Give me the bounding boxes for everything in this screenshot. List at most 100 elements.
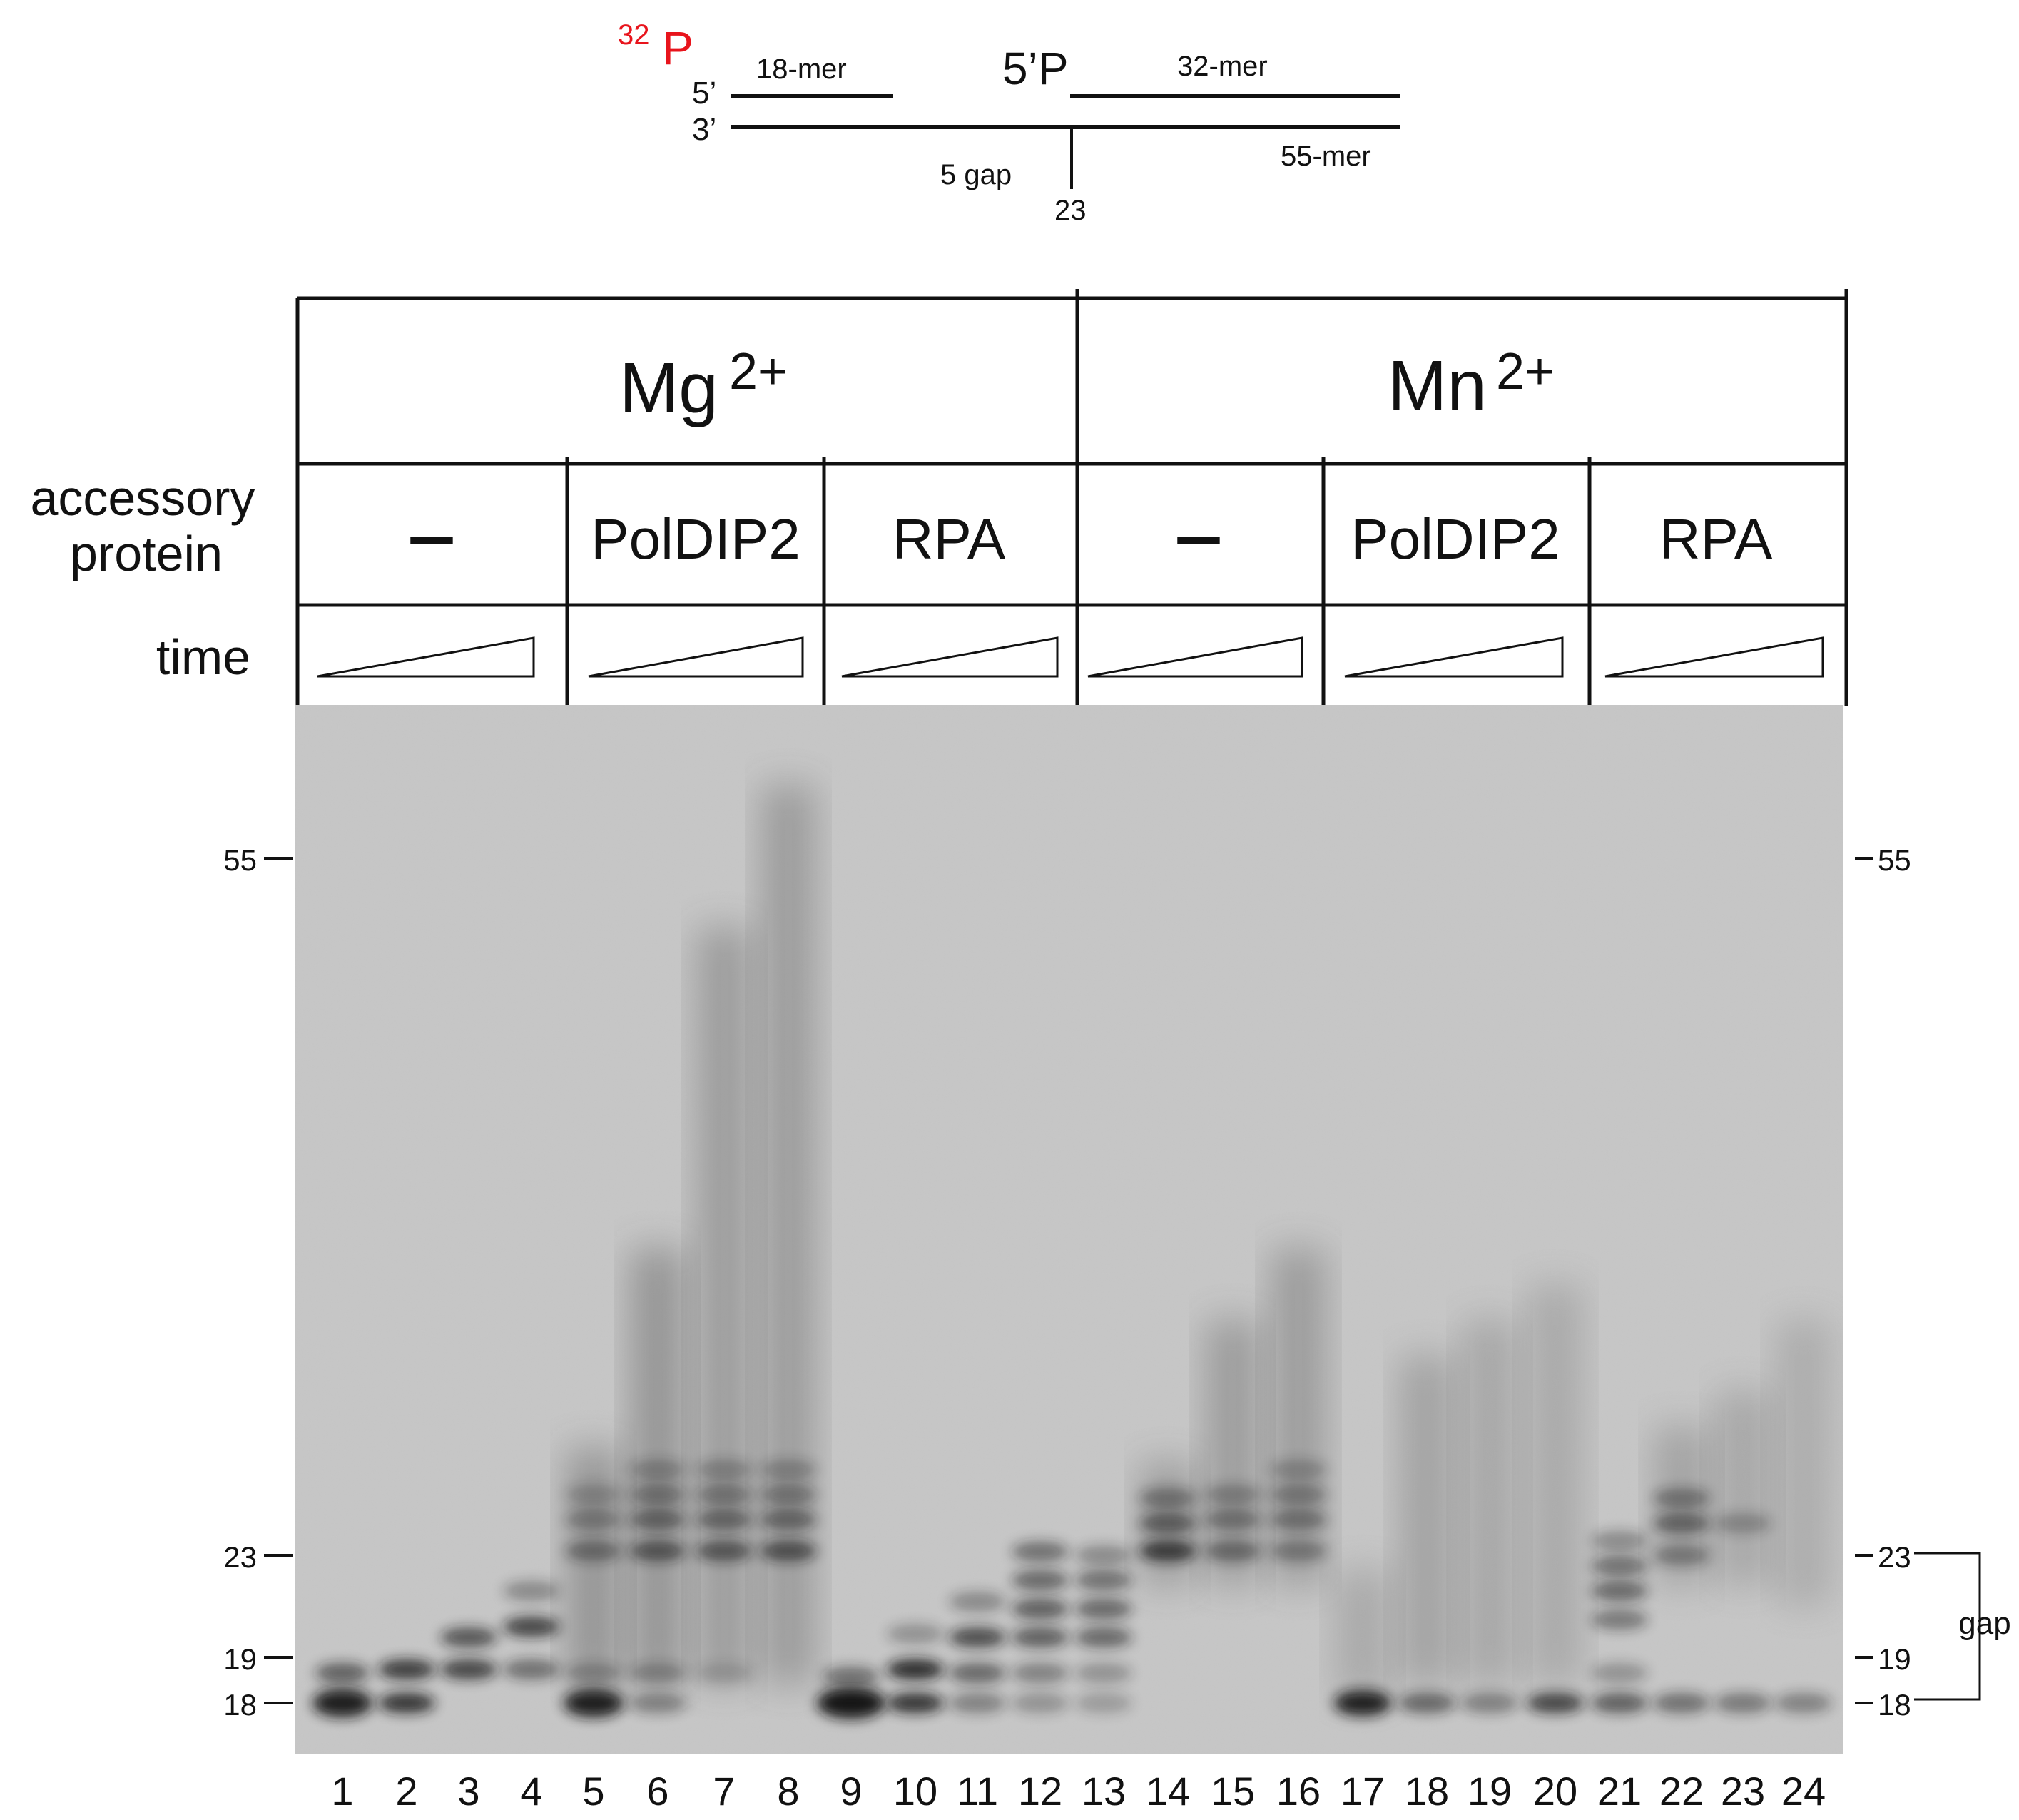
group-label-3: RPA <box>892 507 1006 571</box>
gel-band-lane-7 <box>696 1485 753 1505</box>
gel-band-lane-8 <box>760 1485 817 1505</box>
lane-number-15: 15 <box>1211 1769 1255 1814</box>
gel-band-lane-4 <box>503 1659 560 1679</box>
gel-band-lane-24 <box>1775 1693 1832 1713</box>
time-wedge-6 <box>1604 636 1824 678</box>
lane-number-16: 16 <box>1276 1769 1321 1814</box>
gel-band-lane-23 <box>1714 1693 1771 1713</box>
gel-band-lane-6 <box>629 1485 686 1505</box>
gel-band-lane-3 <box>440 1659 497 1679</box>
marker-right-19: 19 <box>1878 1642 1911 1676</box>
gel-band-lane-13 <box>1075 1663 1132 1683</box>
primer-label: 18-mer <box>756 54 847 85</box>
size-markers-right: 55 23 19 18 <box>1855 843 1911 1722</box>
time-wedge-3 <box>841 636 1059 678</box>
lane-number-9: 9 <box>840 1769 862 1814</box>
marker-left-55: 55 <box>223 843 257 877</box>
group-label-6: RPA <box>1659 507 1773 571</box>
marker-left-23: 23 <box>223 1540 257 1574</box>
gel-smear-lane-5 <box>566 1448 621 1684</box>
gel-band-lane-9 <box>823 1667 880 1687</box>
gel-smear-lane-8 <box>761 785 815 1684</box>
gel-smear-lane-19 <box>1463 1320 1517 1684</box>
gel-smear-lane-22 <box>1654 1427 1709 1584</box>
lane-number-21: 21 <box>1597 1769 1642 1814</box>
gel-band-lane-10 <box>887 1659 944 1679</box>
gel-band-lane-21 <box>1591 1531 1648 1551</box>
gel-band-lane-19 <box>1461 1693 1518 1713</box>
gel-band-lane-5 <box>564 1689 624 1717</box>
gel-image <box>295 705 1843 1754</box>
gel-smear-lane-24 <box>1776 1320 1831 1605</box>
gel-band-lane-13 <box>1075 1693 1132 1713</box>
lane-number-12: 12 <box>1018 1769 1062 1814</box>
time-wedge-5 <box>1344 636 1564 678</box>
gel-band-lane-11 <box>949 1592 1006 1612</box>
lane-number-8: 8 <box>777 1769 799 1814</box>
radiolabel-element: P <box>662 21 693 74</box>
gel-band-lane-21 <box>1591 1693 1648 1713</box>
group-label-4: – <box>1175 497 1223 574</box>
gel-band-lane-2 <box>378 1693 435 1713</box>
gel-band-lane-7 <box>696 1460 753 1480</box>
gel-band-lane-21 <box>1591 1663 1648 1683</box>
gel-band-lane-20 <box>1527 1693 1584 1713</box>
gel-band-lane-5 <box>565 1510 622 1530</box>
group-label-2: PolDIP2 <box>591 507 800 571</box>
gel-band-lane-8 <box>760 1460 817 1480</box>
accessory-group-labels: – PolDIP2 RPA – PolDIP2 RPA <box>408 497 1773 574</box>
lane-number-11: 11 <box>957 1769 998 1814</box>
gel-band-lane-10 <box>887 1624 944 1644</box>
lane-number-17: 17 <box>1341 1769 1385 1814</box>
position-label: 23 <box>1054 195 1087 226</box>
time-wedge-1 <box>317 636 535 678</box>
gel-smear-lane-7 <box>697 927 751 1684</box>
template-label: 55-mer <box>1281 141 1371 172</box>
lane-number-24: 24 <box>1781 1769 1826 1814</box>
metal-mn-charge: 2+ <box>1496 343 1555 400</box>
downstream-label: 32-mer <box>1177 51 1268 82</box>
lane-number-1: 1 <box>331 1769 353 1814</box>
gel-band-lane-6 <box>629 1510 686 1530</box>
lane-number-20: 20 <box>1533 1769 1577 1814</box>
gel-band-lane-11 <box>949 1693 1006 1713</box>
gap-bracket-line <box>1914 1552 1981 1701</box>
gel-band-lane-10 <box>887 1693 944 1713</box>
marker-right-23: 23 <box>1878 1540 1911 1574</box>
gel-band-lane-5 <box>565 1485 622 1505</box>
gel-grain <box>295 705 1843 1754</box>
gel-smear-lane-17 <box>1336 1570 1390 1698</box>
metal-mg-charge: 2+ <box>729 343 788 400</box>
gel-band-lane-6 <box>629 1460 686 1480</box>
gel-band-lane-7 <box>696 1510 753 1530</box>
condition-table <box>295 289 1848 706</box>
gel-band-lane-12 <box>1012 1599 1069 1619</box>
lane-number-19: 19 <box>1468 1769 1512 1814</box>
gel-band-lane-22 <box>1653 1693 1710 1713</box>
lane-number-22: 22 <box>1659 1769 1704 1814</box>
gel-smear-lane-15 <box>1206 1320 1260 1584</box>
gel-band-lane-3 <box>440 1627 497 1647</box>
gel-band-lane-11 <box>949 1663 1006 1683</box>
gel-band-lane-12 <box>1012 1663 1069 1683</box>
marker-left-19: 19 <box>223 1642 257 1676</box>
gel-band-lane-8 <box>760 1541 817 1561</box>
gel-band-lane-21 <box>1591 1581 1648 1601</box>
lane-number-14: 14 <box>1146 1769 1190 1814</box>
gel-band-lane-13 <box>1075 1599 1132 1619</box>
gel-band-lane-5 <box>565 1541 622 1561</box>
gel-band-lane-12 <box>1012 1570 1069 1590</box>
primer-5prime-label: 5’ <box>692 76 716 111</box>
metal-header-mg: Mg 2+ <box>619 343 788 428</box>
marker-right-55: 55 <box>1878 843 1911 877</box>
gap-bracket-label: gap <box>1958 1606 2010 1641</box>
radiolabel-mass: 32 <box>618 19 650 51</box>
gel-smear-lane-23 <box>1716 1391 1770 1584</box>
lane-number-6: 6 <box>646 1769 668 1814</box>
group-label-5: PolDIP2 <box>1351 507 1560 571</box>
gel-band-lane-2 <box>378 1659 435 1679</box>
time-wedge-4 <box>1087 636 1303 678</box>
gel-band-lane-7 <box>696 1541 753 1561</box>
lane-number-18: 18 <box>1405 1769 1449 1814</box>
